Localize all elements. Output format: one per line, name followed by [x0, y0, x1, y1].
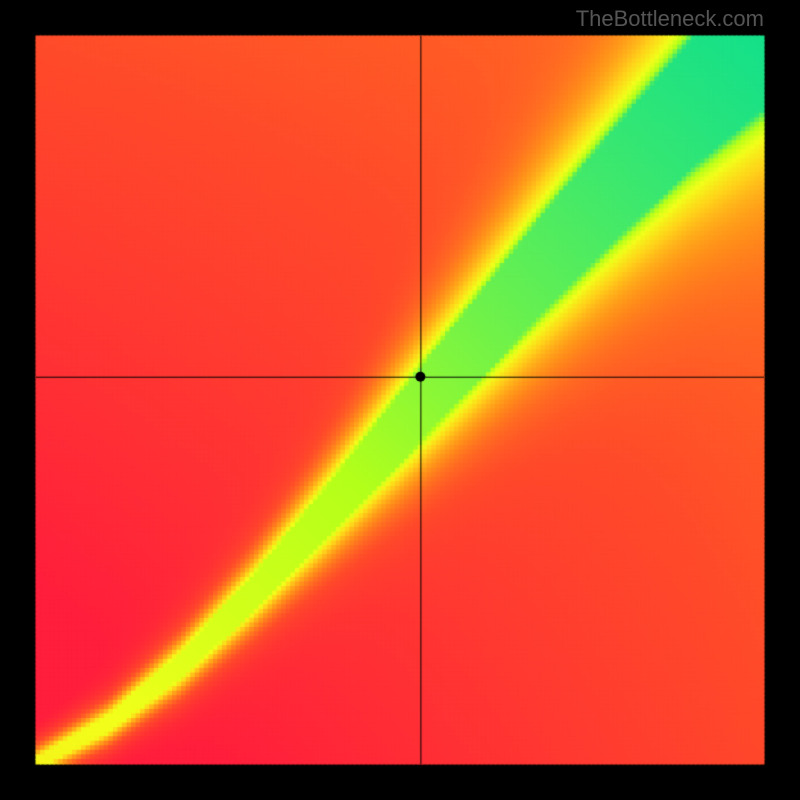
chart-container: TheBottleneck.com — [0, 0, 800, 800]
bottleneck-heatmap — [0, 0, 800, 800]
watermark-text: TheBottleneck.com — [576, 6, 764, 32]
